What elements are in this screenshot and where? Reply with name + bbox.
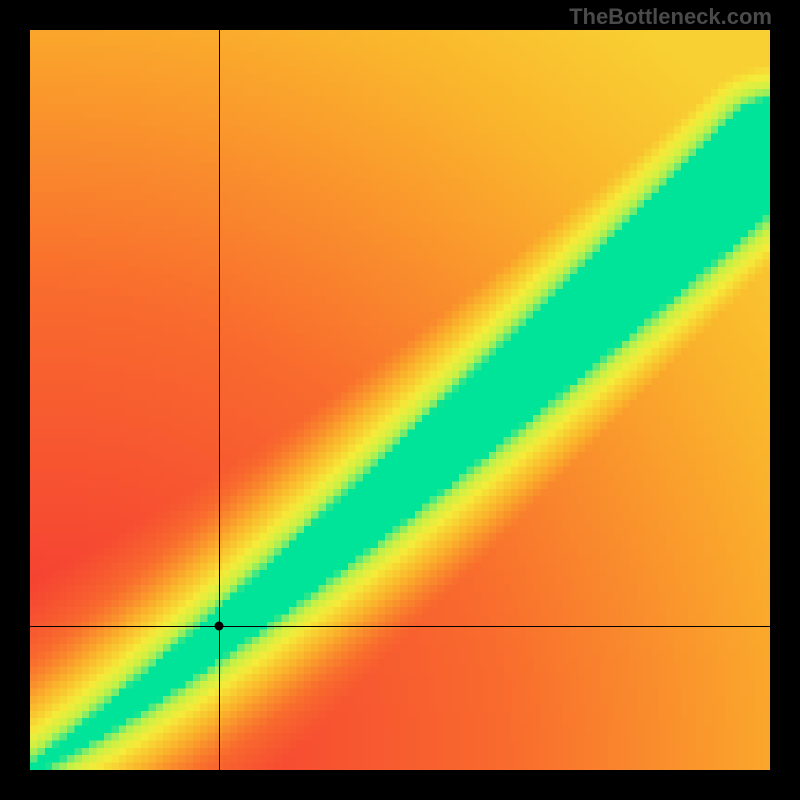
crosshair-horizontal-line	[30, 626, 770, 627]
bottleneck-heatmap	[30, 30, 770, 770]
watermark-text: TheBottleneck.com	[569, 4, 772, 30]
crosshair-vertical-line	[219, 30, 220, 770]
crosshair-marker	[214, 621, 223, 630]
